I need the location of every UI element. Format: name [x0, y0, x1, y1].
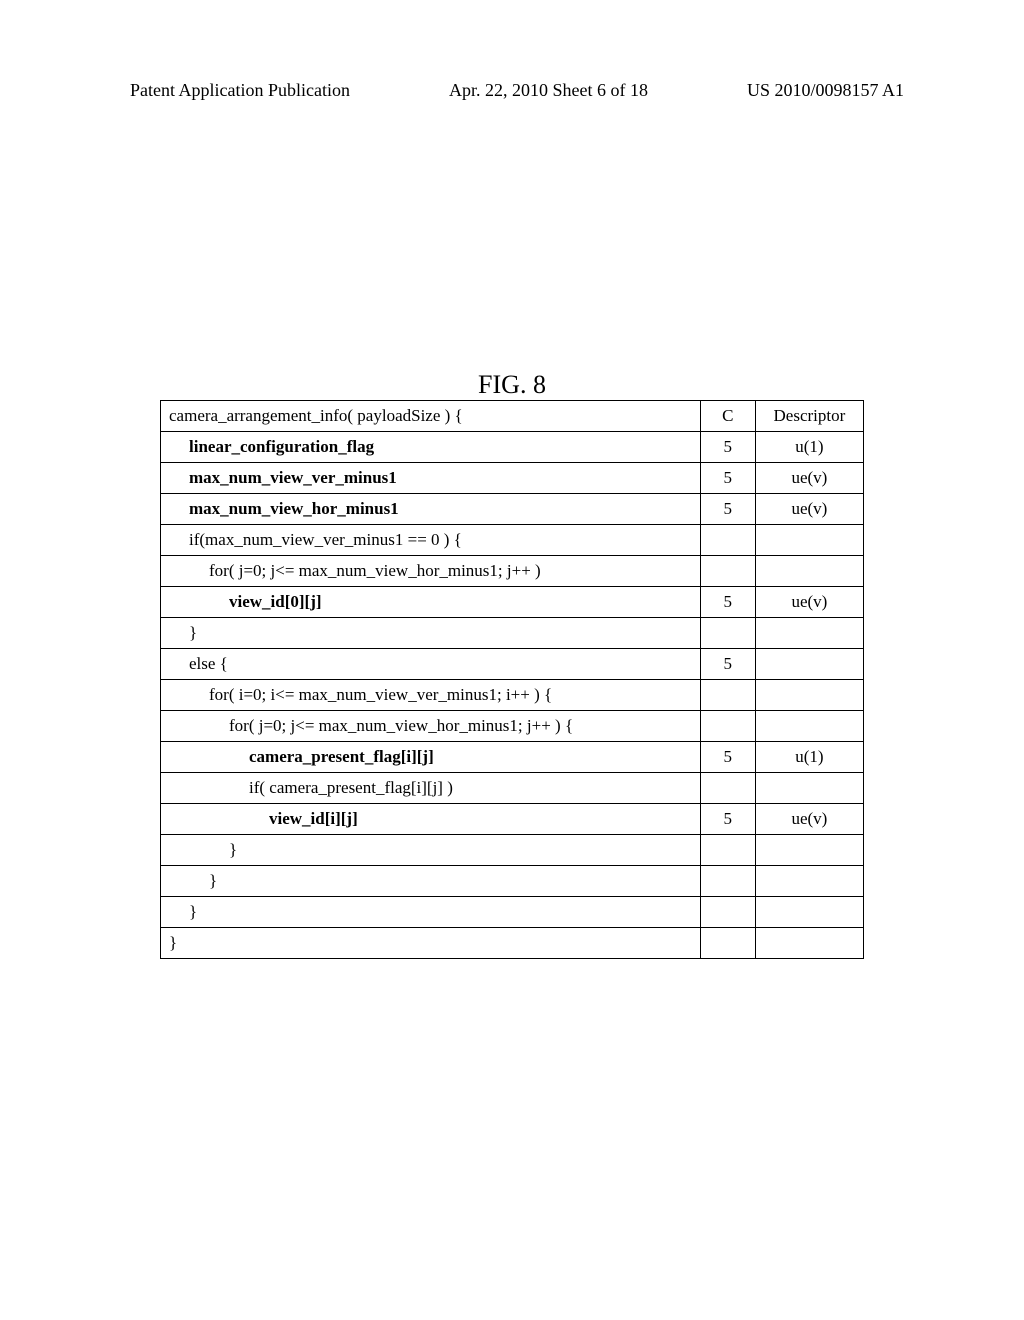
- syntax-cell: if( camera_present_flag[i][j] ): [161, 773, 701, 804]
- c-cell: [700, 556, 755, 587]
- table-row: if( camera_present_flag[i][j] ): [161, 773, 864, 804]
- descriptor-cell: ue(v): [755, 804, 863, 835]
- c-cell: [700, 835, 755, 866]
- syntax-cell: }: [161, 928, 701, 959]
- c-cell: [700, 618, 755, 649]
- descriptor-cell: [755, 928, 863, 959]
- table-row: for( j=0; j<= max_num_view_hor_minus1; j…: [161, 711, 864, 742]
- syntax-cell: linear_configuration_flag: [161, 432, 701, 463]
- c-cell: 5: [700, 494, 755, 525]
- descriptor-cell: [755, 711, 863, 742]
- syntax-cell: for( j=0; j<= max_num_view_hor_minus1; j…: [161, 711, 701, 742]
- c-cell: [700, 680, 755, 711]
- descriptor-cell: [755, 835, 863, 866]
- table-row: max_num_view_hor_minus15ue(v): [161, 494, 864, 525]
- syntax-cell: max_num_view_ver_minus1: [161, 463, 701, 494]
- syntax-cell: camera_present_flag[i][j]: [161, 742, 701, 773]
- syntax-cell: }: [161, 866, 701, 897]
- table-row: camera_arrangement_info( payloadSize ) {…: [161, 401, 864, 432]
- table-row: view_id[i][j]5ue(v): [161, 804, 864, 835]
- syntax-cell: max_num_view_hor_minus1: [161, 494, 701, 525]
- header-right: US 2010/0098157 A1: [747, 80, 904, 101]
- syntax-cell: for( j=0; j<= max_num_view_hor_minus1; j…: [161, 556, 701, 587]
- c-cell: [700, 711, 755, 742]
- syntax-cell: }: [161, 835, 701, 866]
- syntax-cell: view_id[0][j]: [161, 587, 701, 618]
- c-cell: 5: [700, 432, 755, 463]
- descriptor-cell: [755, 773, 863, 804]
- table-row: linear_configuration_flag5u(1): [161, 432, 864, 463]
- c-cell: 5: [700, 804, 755, 835]
- syntax-cell: camera_arrangement_info( payloadSize ) {: [161, 401, 701, 432]
- c-cell: [700, 773, 755, 804]
- syntax-cell: view_id[i][j]: [161, 804, 701, 835]
- descriptor-cell: [755, 866, 863, 897]
- c-cell: [700, 928, 755, 959]
- table-row: }: [161, 866, 864, 897]
- descriptor-cell: [755, 897, 863, 928]
- descriptor-cell: ue(v): [755, 463, 863, 494]
- page-header: Patent Application Publication Apr. 22, …: [0, 80, 1024, 101]
- table-row: view_id[0][j]5ue(v): [161, 587, 864, 618]
- c-cell: [700, 897, 755, 928]
- descriptor-cell: ue(v): [755, 587, 863, 618]
- descriptor-cell: ue(v): [755, 494, 863, 525]
- descriptor-cell: u(1): [755, 742, 863, 773]
- table-row: for( j=0; j<= max_num_view_hor_minus1; j…: [161, 556, 864, 587]
- syntax-cell: for( i=0; i<= max_num_view_ver_minus1; i…: [161, 680, 701, 711]
- descriptor-cell: [755, 680, 863, 711]
- syntax-cell: }: [161, 618, 701, 649]
- c-cell: 5: [700, 463, 755, 494]
- descriptor-cell: [755, 618, 863, 649]
- table-row: }: [161, 897, 864, 928]
- c-cell: 5: [700, 742, 755, 773]
- table-row: else {5: [161, 649, 864, 680]
- syntax-table: camera_arrangement_info( payloadSize ) {…: [160, 400, 864, 959]
- header-c: C: [700, 401, 755, 432]
- descriptor-cell: [755, 525, 863, 556]
- table-row: }: [161, 835, 864, 866]
- c-cell: 5: [700, 587, 755, 618]
- descriptor-cell: [755, 556, 863, 587]
- table-row: }: [161, 928, 864, 959]
- syntax-cell: }: [161, 897, 701, 928]
- table-row: for( i=0; i<= max_num_view_ver_minus1; i…: [161, 680, 864, 711]
- table-row: if(max_num_view_ver_minus1 == 0 ) {: [161, 525, 864, 556]
- figure-label: FIG. 8: [0, 370, 1024, 400]
- header-center: Apr. 22, 2010 Sheet 6 of 18: [449, 80, 648, 101]
- table-row: max_num_view_ver_minus15ue(v): [161, 463, 864, 494]
- header-left: Patent Application Publication: [130, 80, 350, 101]
- table-row: camera_present_flag[i][j]5u(1): [161, 742, 864, 773]
- descriptor-cell: u(1): [755, 432, 863, 463]
- c-cell: 5: [700, 649, 755, 680]
- table-row: }: [161, 618, 864, 649]
- syntax-cell: else {: [161, 649, 701, 680]
- syntax-cell: if(max_num_view_ver_minus1 == 0 ) {: [161, 525, 701, 556]
- descriptor-cell: [755, 649, 863, 680]
- header-descriptor: Descriptor: [755, 401, 863, 432]
- c-cell: [700, 525, 755, 556]
- c-cell: [700, 866, 755, 897]
